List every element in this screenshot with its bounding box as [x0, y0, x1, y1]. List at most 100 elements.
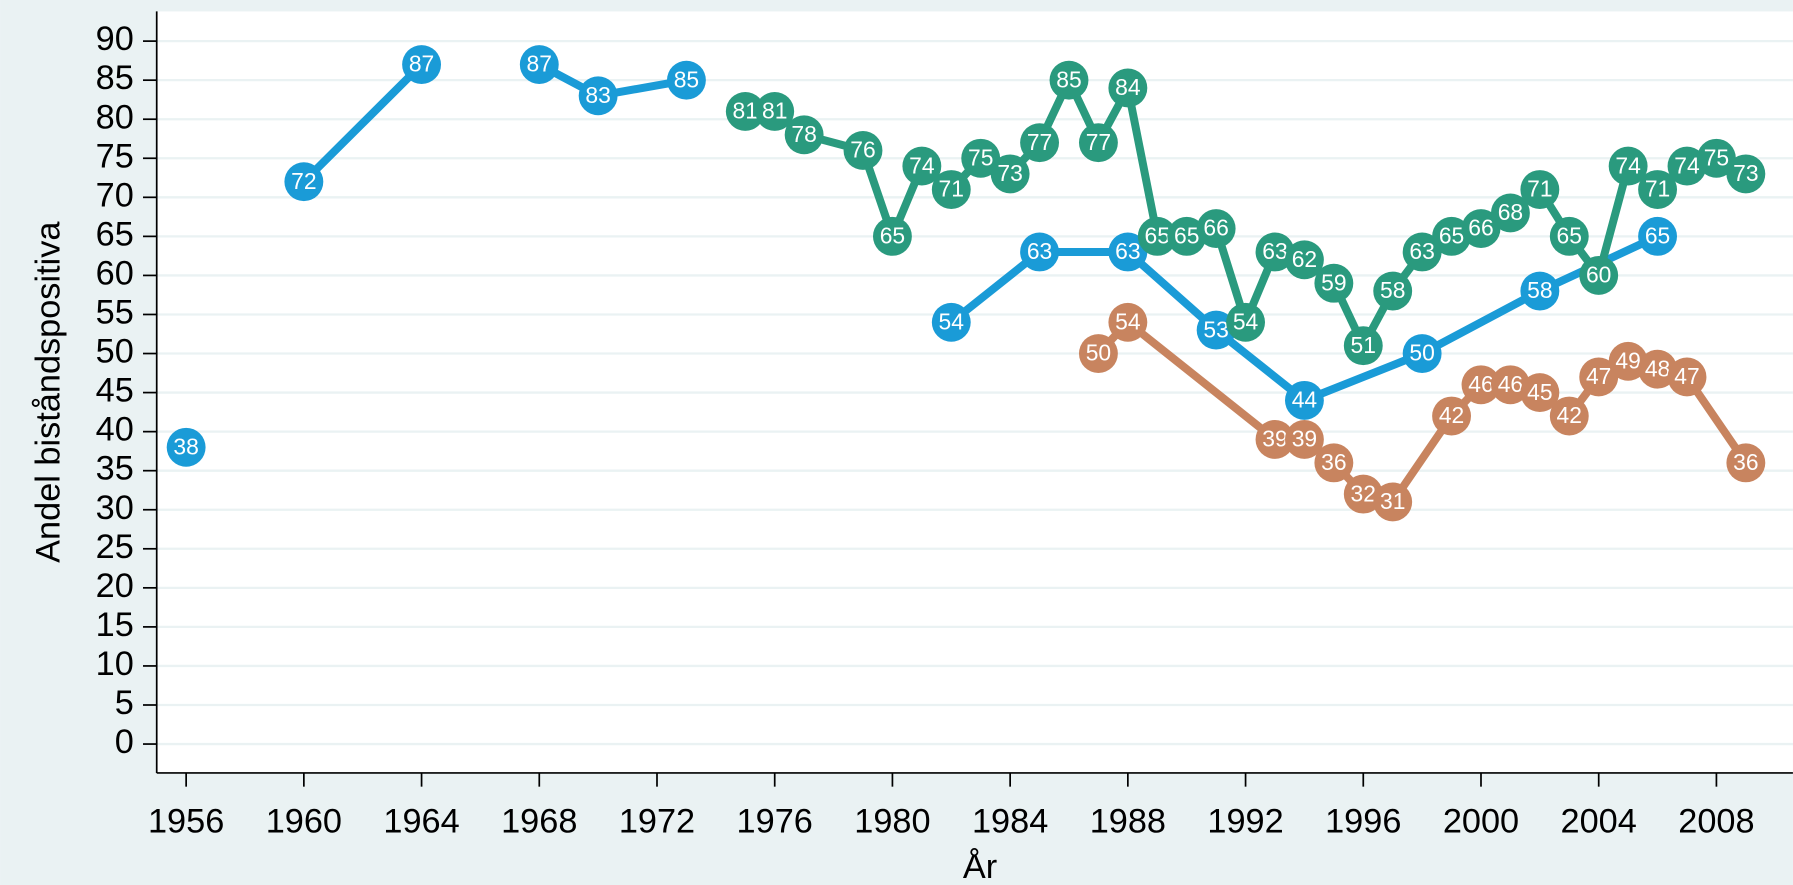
marker	[1608, 341, 1648, 381]
x-tick-label: 2008	[1678, 802, 1754, 840]
marker	[284, 162, 324, 202]
x-tick-label: 1984	[972, 802, 1048, 840]
data-label: 58	[1380, 277, 1405, 303]
y-tick-label: 90	[96, 20, 134, 58]
data-label: 65	[1439, 223, 1464, 249]
data-label: 32	[1351, 480, 1376, 506]
marker	[1373, 271, 1413, 311]
data-label: 76	[850, 137, 875, 163]
data-label: 65	[1645, 223, 1670, 249]
marker	[1226, 302, 1266, 342]
y-tick-label: 5	[115, 684, 134, 722]
marker	[1608, 146, 1648, 186]
data-label: 54	[1233, 308, 1259, 334]
marker	[1549, 396, 1589, 436]
y-tick-label: 70	[96, 176, 134, 214]
marker	[1726, 443, 1766, 483]
y-tick-label: 0	[115, 723, 134, 761]
y-tick-label: 80	[96, 98, 134, 136]
y-tick-label: 50	[96, 333, 134, 371]
marker	[1314, 443, 1354, 483]
data-label: 47	[1586, 363, 1611, 389]
data-label: 53	[1203, 316, 1228, 342]
data-label: 81	[733, 98, 758, 124]
marker	[1432, 216, 1472, 256]
data-label: 75	[1704, 144, 1729, 170]
data-label: 77	[1027, 129, 1052, 155]
data-label: 65	[1557, 223, 1582, 249]
marker	[755, 91, 795, 131]
x-tick-label: 1976	[737, 802, 813, 840]
data-label: 62	[1292, 246, 1317, 272]
marker	[1078, 334, 1118, 373]
data-label: 78	[791, 121, 816, 147]
x-tick-label: 1964	[383, 802, 459, 840]
data-label: 65	[1145, 223, 1170, 249]
y-tick-label: 10	[96, 645, 134, 683]
data-label: 73	[997, 160, 1022, 186]
data-label: 74	[1615, 152, 1641, 178]
data-label: 68	[1498, 199, 1523, 225]
data-label: 85	[674, 66, 699, 92]
x-tick-label: 1988	[1090, 802, 1166, 840]
marker	[1108, 232, 1148, 272]
data-label: 63	[1409, 238, 1434, 264]
data-label: 60	[1586, 262, 1611, 288]
marker	[1579, 255, 1619, 295]
marker	[1490, 365, 1530, 405]
data-label: 65	[1174, 223, 1199, 249]
marker	[1461, 209, 1501, 249]
y-tick-label: 75	[96, 137, 134, 175]
data-label: 50	[1409, 340, 1434, 366]
marker	[931, 302, 971, 342]
y-tick-label: 25	[96, 528, 134, 566]
y-tick-label: 15	[96, 606, 134, 644]
data-label: 44	[1292, 387, 1318, 413]
marker	[1255, 420, 1295, 459]
marker	[1078, 123, 1118, 163]
data-label: 77	[1086, 129, 1111, 155]
data-label: 72	[291, 168, 316, 194]
data-label: 75	[968, 144, 993, 170]
data-label: 71	[939, 176, 964, 202]
data-label: 54	[939, 308, 965, 334]
marker	[1020, 232, 1060, 272]
marker	[166, 427, 206, 467]
y-tick-label: 60	[96, 254, 134, 292]
data-label: 39	[1292, 426, 1317, 452]
data-label: 63	[1262, 238, 1287, 264]
marker	[872, 216, 912, 256]
data-label: 83	[585, 82, 610, 108]
data-label: 63	[1115, 238, 1140, 264]
marker	[1137, 216, 1177, 256]
x-tick-label: 1968	[501, 802, 577, 840]
data-label: 39	[1262, 426, 1287, 452]
marker	[1549, 216, 1589, 256]
data-label: 45	[1527, 379, 1552, 405]
marker	[666, 60, 706, 100]
x-tick-label: 2000	[1443, 802, 1519, 840]
y-tick-label: 20	[96, 567, 134, 605]
y-tick-label: 65	[96, 215, 134, 253]
data-label: 48	[1645, 355, 1670, 381]
data-label: 47	[1674, 363, 1699, 389]
data-label: 42	[1557, 402, 1582, 428]
marker	[519, 45, 559, 84]
y-tick-label: 85	[96, 59, 134, 97]
marker	[1667, 146, 1707, 186]
marker	[990, 154, 1030, 194]
marker	[1520, 271, 1560, 311]
marker	[784, 115, 824, 155]
data-label: 50	[1086, 340, 1111, 366]
marker	[1638, 349, 1678, 389]
x-tick-label: 1960	[266, 802, 342, 840]
marker	[1373, 482, 1413, 522]
marker	[1638, 170, 1678, 209]
data-label: 63	[1027, 238, 1052, 264]
x-axis-label: År	[963, 847, 997, 885]
marker	[725, 91, 765, 131]
data-label: 49	[1615, 348, 1640, 374]
data-label: 74	[909, 152, 935, 178]
data-label: 59	[1321, 269, 1346, 295]
marker	[1284, 240, 1324, 280]
